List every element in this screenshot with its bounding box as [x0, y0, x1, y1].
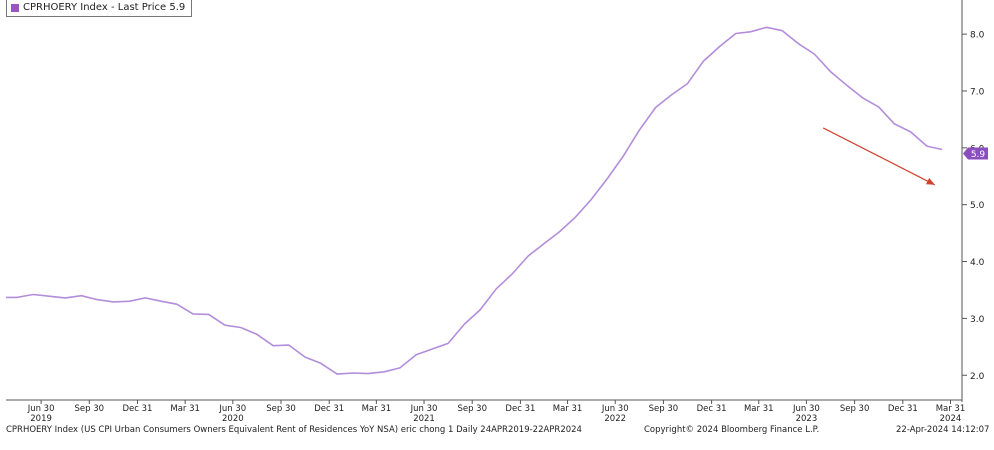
x-tick-label: Mar 31 [553, 404, 583, 414]
x-tick-label: Mar 31 [936, 404, 966, 414]
x-tick-label: Sep 30 [457, 404, 487, 414]
trend-arrow-head [926, 178, 935, 185]
x-year-label: 2020 [222, 414, 244, 424]
y-tick-label: 2.0 [970, 372, 985, 382]
y-tick-label: 7.0 [970, 87, 985, 97]
annotation-layer [822, 127, 936, 186]
x-tick-label: Jun 30 [792, 404, 820, 414]
last-price-label: 5.9 [971, 150, 986, 160]
trend-arrow [822, 127, 936, 186]
y-tick-label: 4.0 [970, 258, 985, 268]
x-tick-label: Mar 31 [744, 404, 774, 414]
footer-copyright: Copyright© 2024 Bloomberg Finance L.P. [644, 425, 820, 435]
x-tick-label: Dec 31 [697, 404, 727, 414]
x-tick-label: Jun 30 [218, 404, 246, 414]
y-tick-label: 8.0 [970, 31, 985, 41]
x-tick-label: Sep 30 [266, 404, 296, 414]
x-tick-label: Sep 30 [75, 404, 105, 414]
x-tick-label: Sep 30 [649, 404, 679, 414]
footer-description: CPRHOERY Index (US CPI Urban Consumers O… [6, 425, 582, 435]
x-tick-label: Mar 31 [170, 404, 200, 414]
x-tick-label: Dec 31 [314, 404, 344, 414]
x-tick-label: Jun 30 [601, 404, 629, 414]
x-tick-label: Sep 30 [840, 404, 870, 414]
x-tick-label: Dec 31 [505, 404, 535, 414]
x-tick-label: Jun 30 [27, 404, 55, 414]
y-tick-label: 5.0 [970, 201, 985, 211]
x-tick-label: Jun 30 [410, 404, 438, 414]
legend: CPRHOERY Index - Last Price 5.9 [6, 0, 193, 17]
series-line [6, 26, 943, 375]
y-tick-label: 3.0 [970, 315, 985, 325]
x-year-label: 2019 [30, 414, 52, 424]
last-price-tag [963, 147, 988, 160]
legend-label: CPRHOERY Index - Last Price 5.9 [23, 2, 186, 13]
x-tick-label: Dec 31 [122, 404, 152, 414]
series-layer [6, 26, 943, 375]
legend-swatch [11, 4, 19, 12]
x-tick-label: Mar 31 [362, 404, 392, 414]
x-tick-label: Dec 31 [888, 404, 918, 414]
x-year-label: 2021 [413, 414, 435, 424]
footer-timestamp: 22-Apr-2024 14:12:07 [896, 425, 990, 435]
x-year-label: 2024 [940, 414, 962, 424]
x-year-label: 2023 [796, 414, 818, 424]
x-year-label: 2022 [604, 414, 626, 424]
